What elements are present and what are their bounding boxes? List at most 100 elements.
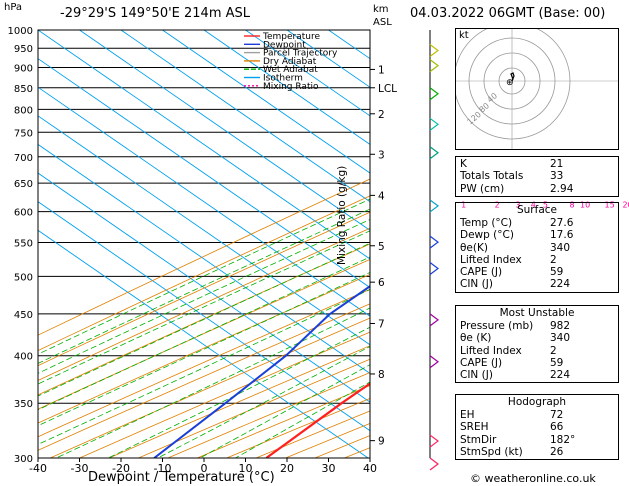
legend-entry: Dry Adiabat — [263, 57, 317, 67]
wind-barb — [429, 235, 439, 249]
copyright: © weatheronline.co.uk — [470, 472, 596, 485]
pressure-tick-label: 900 — [14, 63, 33, 74]
pressure-tick-label: 750 — [14, 128, 33, 139]
mixing-ratio-label: 4 — [531, 201, 536, 210]
wind-barb — [429, 87, 439, 101]
isotherm — [245, 30, 370, 117]
km-tick-label: 5 — [378, 241, 385, 253]
mixing-ratio-label: 2 — [495, 201, 500, 210]
x-axis-title: Dewpoint / Temperature (°C) — [88, 470, 275, 485]
header-hpa: hPa — [4, 2, 23, 13]
wet-adiabat — [38, 230, 370, 385]
pressure-tick-label: 550 — [14, 239, 33, 250]
wet-adiabat — [38, 271, 370, 427]
wind-barb — [429, 59, 439, 73]
header-asl: ASL — [373, 17, 392, 28]
hodograph-label: kt — [459, 30, 469, 41]
wind-barb — [429, 44, 439, 57]
legend-entry: Isotherm — [263, 74, 303, 84]
dry-adiabat — [38, 274, 370, 424]
pressure-tick-label: 500 — [14, 272, 33, 283]
pressure-tick-label: 600 — [14, 208, 33, 219]
dry-adiabat — [38, 288, 370, 438]
mixing-ratio-label: 20 — [622, 201, 629, 210]
wind-barb — [429, 313, 439, 327]
km-tick-label: 9 — [378, 436, 385, 448]
pressure-tick-label: 450 — [14, 310, 33, 321]
indices-hodograph: Hodograph EH 72 SREH 66 StmDir 182° StmSpd … — [455, 394, 619, 461]
indices-top: K 21 Totals Totals 33 PW (cm) 2.94 — [455, 156, 619, 197]
isotherm — [38, 172, 370, 403]
wind-barb — [429, 434, 439, 448]
mixing-ratio-label: 15 — [605, 201, 615, 210]
pressure-tick-label: 400 — [14, 352, 33, 363]
legend-entry: Mixing Ratio — [263, 82, 319, 92]
y2-axis-title: Mixing Ratio (g/kg) — [336, 165, 348, 265]
isotherm — [38, 115, 370, 346]
pressure-tick-label: 800 — [14, 105, 33, 116]
dry-adiabat — [79, 331, 370, 458]
km-tick-label: 6 — [378, 277, 385, 289]
mixing-ratio-label: 8 — [570, 201, 575, 210]
legend-entry: Parcel Trajectory — [263, 49, 338, 59]
km-tick-label: 8 — [378, 369, 385, 381]
dry-adiabat — [38, 258, 370, 410]
hodograph-trace — [510, 72, 515, 82]
x-tick-label: 0 — [201, 462, 208, 475]
pressure-tick-label: 350 — [14, 399, 33, 410]
isotherm — [38, 229, 369, 458]
header-km: km — [373, 4, 389, 15]
mixing-ratio-label: 10 — [580, 201, 590, 210]
wind-barb — [429, 117, 439, 131]
pressure-tick-label: 850 — [14, 84, 33, 95]
isotherm — [38, 30, 370, 260]
wind-barb — [429, 199, 439, 213]
pressure-tick-label: 700 — [14, 153, 33, 164]
header-date: 04.03.2022 06GMT (Base: 00) — [410, 6, 606, 21]
x-tick-label: 40 — [363, 462, 377, 475]
dry-adiabat — [38, 303, 370, 451]
wind-barb — [429, 146, 439, 160]
series-dewpoint — [153, 285, 370, 458]
km-tick-label: LCL — [378, 83, 397, 95]
wind-barb — [429, 261, 439, 275]
isotherm — [203, 30, 370, 146]
isotherm — [79, 30, 370, 231]
pressure-tick-label: 950 — [14, 44, 33, 55]
isotherm — [120, 30, 370, 203]
km-tick-label: 2 — [378, 109, 385, 121]
mixing-ratio-label: 1 — [461, 201, 466, 210]
x-tick-label: -20 — [112, 462, 130, 475]
indices-most-unstable: Most Unstable Pressure (mb) 982 θe (K) 340… — [455, 305, 619, 384]
dry-adiabat — [38, 178, 370, 336]
dry-adiabat — [38, 195, 370, 351]
pressure-tick-label: 650 — [14, 179, 33, 190]
wind-barb — [429, 457, 439, 471]
x-tick-label: -40 — [29, 462, 47, 475]
dry-adiabat — [38, 211, 370, 367]
dry-adiabat — [38, 243, 370, 396]
x-tick-label: 20 — [280, 462, 294, 475]
dry-adiabat — [50, 317, 370, 458]
hodo-ring-label-40: 40 — [486, 91, 500, 104]
km-tick-label: 4 — [378, 190, 385, 202]
mixing-ratio-label: 3 — [515, 201, 520, 210]
pressure-tick-label: 300 — [14, 454, 33, 465]
km-tick-label: 7 — [378, 318, 385, 330]
header-location: -29°29'S 149°50'E 214m ASL — [60, 6, 251, 21]
isotherm — [38, 58, 370, 289]
legend-entry: Dewpoint — [263, 40, 306, 50]
km-tick-label: 1 — [378, 64, 385, 76]
legend-entry: Wet Adiabat — [263, 65, 318, 75]
pressure-tick-label: 1000 — [8, 26, 33, 37]
legend-entry: Temperature — [262, 32, 320, 42]
x-tick-label: 10 — [239, 462, 253, 475]
x-tick-label: -30 — [71, 462, 89, 475]
isotherm — [38, 201, 370, 432]
wind-barb — [429, 355, 439, 369]
hodograph-storm-marker: ⊕ — [506, 78, 514, 88]
isotherm — [162, 30, 370, 174]
indices-surface: Surface Temp (°C) 27.6 Dewp (°C) 17.6 θe(K… — [455, 202, 619, 293]
dry-adiabat — [38, 227, 370, 381]
x-tick-label: -10 — [154, 462, 172, 475]
